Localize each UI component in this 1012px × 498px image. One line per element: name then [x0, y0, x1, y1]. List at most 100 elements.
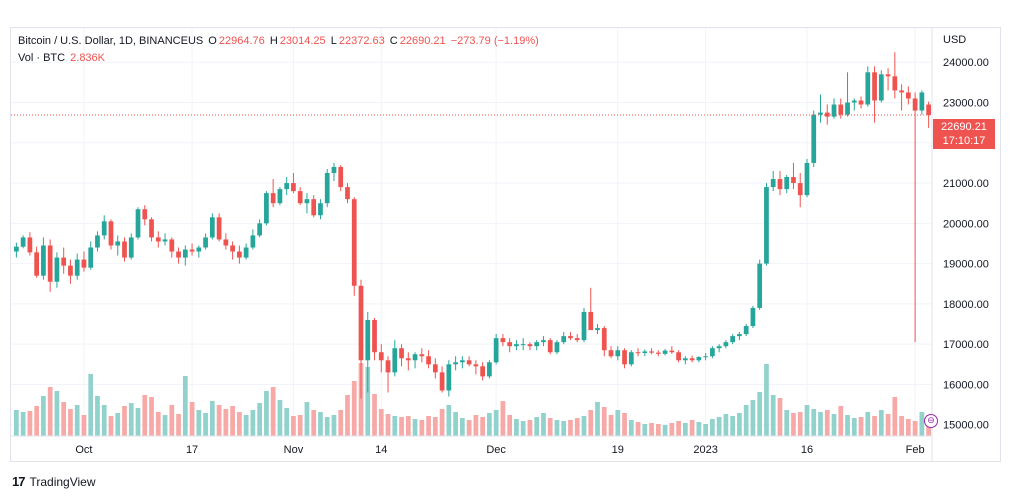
volume-bar — [426, 416, 431, 436]
volume-bar — [905, 419, 911, 436]
volume-bar — [628, 420, 634, 436]
volume-bar — [216, 405, 222, 436]
candle-body — [311, 199, 317, 216]
time-tick-label: 2023 — [693, 444, 717, 456]
volume-bar — [912, 421, 918, 436]
volume-bar — [378, 409, 384, 436]
volume-bar — [345, 395, 350, 436]
candle-body — [649, 351, 654, 353]
volume-bar — [777, 398, 783, 436]
brand-footer[interactable]: 17 TradingView — [12, 474, 96, 489]
compare-icon[interactable]: ⊖ — [924, 414, 938, 428]
bar-countdown: 17:10:17 — [942, 135, 986, 147]
candle-body — [372, 320, 377, 353]
candle-body — [270, 193, 276, 204]
volume-bar — [824, 410, 830, 436]
open-key: O — [208, 35, 217, 47]
candle-body — [770, 179, 776, 188]
volume-bar — [791, 413, 796, 436]
candle-body — [108, 221, 114, 246]
candle-body — [209, 217, 215, 238]
volume-bar — [176, 414, 181, 436]
volume-bar — [851, 418, 857, 436]
candle-body — [216, 217, 222, 240]
volume-bar — [115, 413, 121, 436]
ohlc-legend: Bitcoin / U.S. Dollar, 1D, BINANCEUS O 22… — [18, 35, 541, 47]
volume-bar — [730, 416, 736, 436]
candle-body — [446, 364, 452, 391]
volume-bar — [507, 415, 513, 436]
time-tick-label: Nov — [284, 444, 304, 456]
volume-bar — [642, 424, 648, 436]
volume-label[interactable]: Vol · BTC — [18, 52, 66, 64]
open-value: 22964.76 — [218, 35, 265, 47]
volume-bar — [74, 405, 80, 436]
volume-bar — [689, 420, 695, 436]
volume-bar — [297, 415, 303, 436]
candle-body — [520, 344, 526, 346]
volume-bar — [412, 419, 418, 436]
candle-body — [628, 352, 634, 365]
price-axis[interactable]: 24000.0023000.0022000.0021000.0020000.00… — [943, 57, 989, 431]
candle-body — [703, 356, 708, 358]
candle-body — [595, 328, 600, 331]
candle-body — [514, 344, 519, 347]
candle-body — [27, 237, 33, 253]
candle-body — [737, 334, 742, 337]
volume-bar — [500, 401, 506, 436]
volume-bar — [351, 381, 357, 436]
candle-body — [257, 223, 263, 236]
symbol-title[interactable]: Bitcoin / U.S. Dollar, 1D, BINANCEUS — [18, 35, 204, 47]
candle-body — [750, 307, 756, 327]
volume-bar — [520, 421, 526, 436]
volume-bar — [608, 415, 614, 436]
candle-body — [838, 104, 844, 115]
volume-bar — [899, 416, 904, 436]
volume-bar — [311, 410, 317, 436]
candle-body — [304, 199, 310, 204]
volume-bar — [223, 409, 229, 436]
candle-body — [169, 239, 175, 252]
volume-bar — [595, 402, 600, 436]
volume-bar — [541, 413, 546, 436]
candle-body — [74, 259, 80, 276]
volume-bar — [169, 405, 175, 436]
volume-bar — [432, 417, 438, 436]
volume-bar — [770, 395, 776, 436]
candle-body — [54, 257, 60, 282]
high-key: H — [269, 35, 278, 47]
volume-bar — [797, 412, 803, 436]
candle-body — [804, 162, 810, 196]
candle-body — [365, 320, 371, 361]
volume-bar — [284, 408, 290, 436]
candle-body — [473, 364, 479, 367]
candle-body — [189, 249, 195, 252]
candle-body — [351, 199, 357, 286]
candle-body — [885, 74, 891, 77]
change-value: −273.79 (−1.19%) — [450, 35, 539, 47]
time-axis[interactable]: Oct 17 Nov 14 Dec 19 2023 16 Feb — [75, 444, 924, 456]
close-value: 22690.21 — [399, 35, 446, 47]
volume-bar — [304, 402, 310, 436]
candle-body — [135, 209, 141, 238]
candle-body — [297, 191, 303, 204]
volume-bar — [101, 405, 107, 436]
candle-body — [912, 98, 918, 111]
candle-body — [439, 372, 445, 391]
volume-bar — [669, 423, 675, 436]
volume-bar — [41, 396, 46, 436]
candle-body — [878, 74, 884, 101]
candle-body — [243, 247, 249, 258]
volume-bar — [128, 403, 134, 436]
chart-frame[interactable] — [10, 27, 1001, 462]
candle-body — [642, 351, 648, 354]
currency-label[interactable]: USD — [943, 34, 967, 46]
volume-bar — [568, 420, 573, 436]
candle-body — [622, 350, 627, 365]
volume-bar — [811, 409, 817, 436]
candle-body — [466, 360, 472, 365]
close-key: C — [389, 35, 398, 47]
price-candles — [14, 52, 931, 399]
candle-body — [378, 352, 384, 361]
